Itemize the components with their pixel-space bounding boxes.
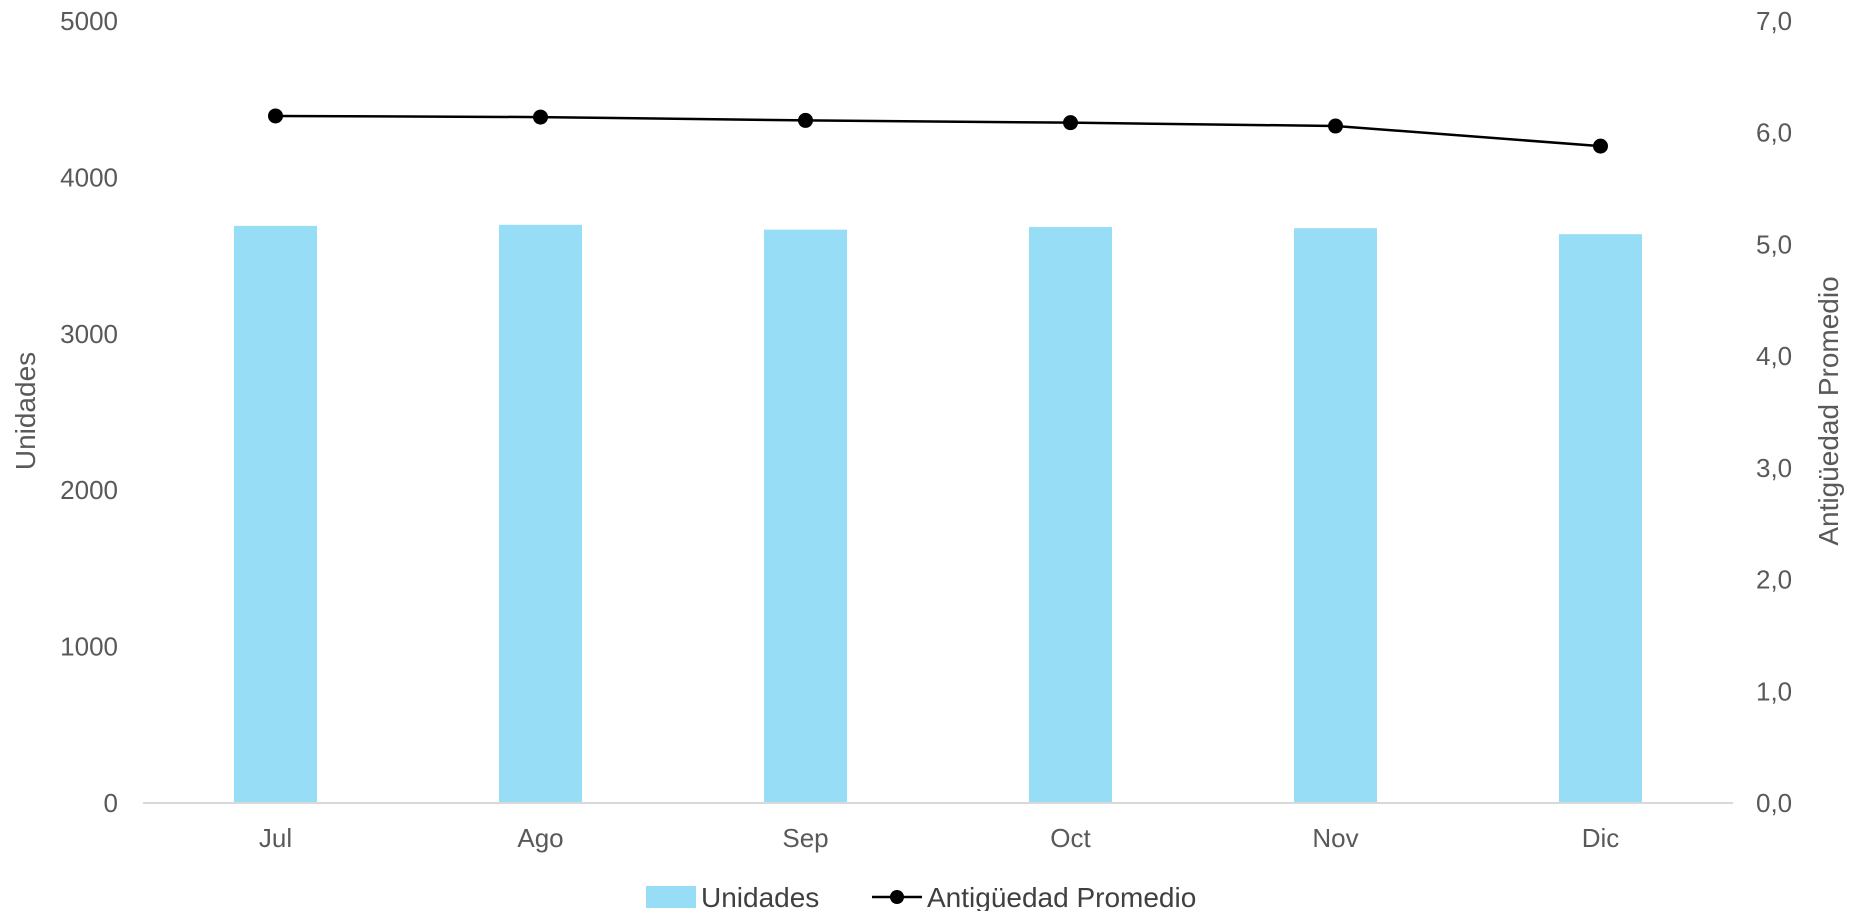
left-axis-title: Unidades [10,352,41,470]
x-tick-label: Oct [1050,823,1091,853]
right-tick-label: 3,0 [1756,453,1792,483]
x-tick-label: Ago [517,823,563,853]
line-point-oct [1063,115,1078,131]
bar-nov [1294,228,1377,804]
bar-dic [1559,234,1642,803]
line-antiguedad-promedio [275,114,1601,148]
left-tick-label: 4000 [60,162,118,192]
legend-swatch-unidades [646,886,696,908]
right-tick-label: 2,0 [1756,565,1792,595]
legend-label-unidades: Unidades [701,882,819,911]
bar-oct [1029,226,1112,803]
line-point-sep [798,112,813,128]
right-tick-label: 4,0 [1756,341,1792,371]
left-tick-label: 0 [104,788,118,818]
bar-sep [764,229,847,804]
line-point-dic [1593,138,1608,154]
right-tick-label: 5,0 [1756,229,1792,259]
bar-ago [499,224,582,804]
left-tick-label: 2000 [60,475,118,505]
right-tick-label: 7,0 [1756,6,1792,36]
line-point-jul [268,108,283,124]
right-tick-label: 0,0 [1756,788,1792,818]
left-tick-label: 3000 [60,319,118,349]
line-point-nov [1328,118,1343,134]
legend-line-marker [890,890,904,904]
right-axis-title: Antigüedad Promedio [1813,276,1844,545]
line-point-ago [533,109,548,125]
left-tick-label: 5000 [60,6,118,36]
right-tick-label: 1,0 [1756,676,1792,706]
legend: Unidades Antigüedad Promedio [646,882,1196,913]
right-tick-label: 6,0 [1756,118,1792,148]
left-tick-label: 1000 [60,632,118,662]
x-tick-label: Nov [1312,823,1358,853]
bar-jul [234,225,317,803]
legend-label-antiguedad-promedio: Antigüedad Promedio [927,882,1196,911]
x-tick-label: Sep [782,823,828,853]
x-tick-label: Jul [259,823,292,853]
x-tick-label: Dic [1582,823,1620,853]
